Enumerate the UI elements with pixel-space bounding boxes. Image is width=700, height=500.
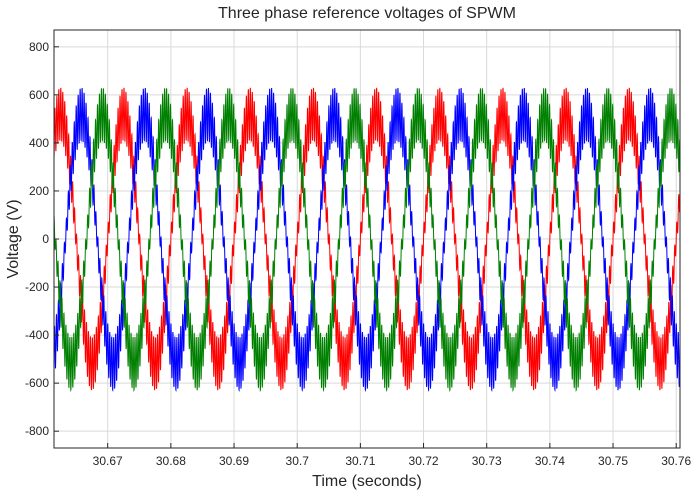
x-tick-label: 30.69 [219,454,249,468]
x-tick-label: 30.72 [409,454,439,468]
series-line-red [54,87,680,391]
y-tick-label: -200 [25,280,49,294]
x-tick-label: 30.75 [598,454,628,468]
y-tick-label: 600 [29,88,49,102]
x-tick-label: 30.7 [286,454,310,468]
y-tick-label: 200 [29,184,49,198]
y-axis: -800 -600 -400 -200 0 200 400 600 800 [25,40,59,438]
x-tick-label: 30.74 [535,454,565,468]
y-tick-label: -600 [25,376,49,390]
y-tick-label: 0 [42,232,49,246]
series-line-blue [54,87,680,393]
y-axis-title: Voltage (V) [5,199,22,278]
y-tick-label: 400 [29,136,49,150]
series-layer [54,87,680,393]
x-tick-label: 30.73 [472,454,502,468]
x-tick-label: 30.67 [93,454,123,468]
y-tick-label: -400 [25,328,49,342]
x-tick-label: 30.71 [345,454,375,468]
y-tick-label: 800 [29,40,49,54]
series-line-green [54,88,680,393]
y-tick-label: -800 [25,424,49,438]
chart-title: Three phase reference voltages of SPWM [218,5,516,22]
x-axis-title: Time (seconds) [312,473,422,490]
x-axis: 30.67 30.68 30.69 30.7 30.71 30.72 30.73 30.74 3… [93,443,692,468]
x-tick-label: 30.76 [661,454,691,468]
x-tick-label: 30.68 [156,454,186,468]
